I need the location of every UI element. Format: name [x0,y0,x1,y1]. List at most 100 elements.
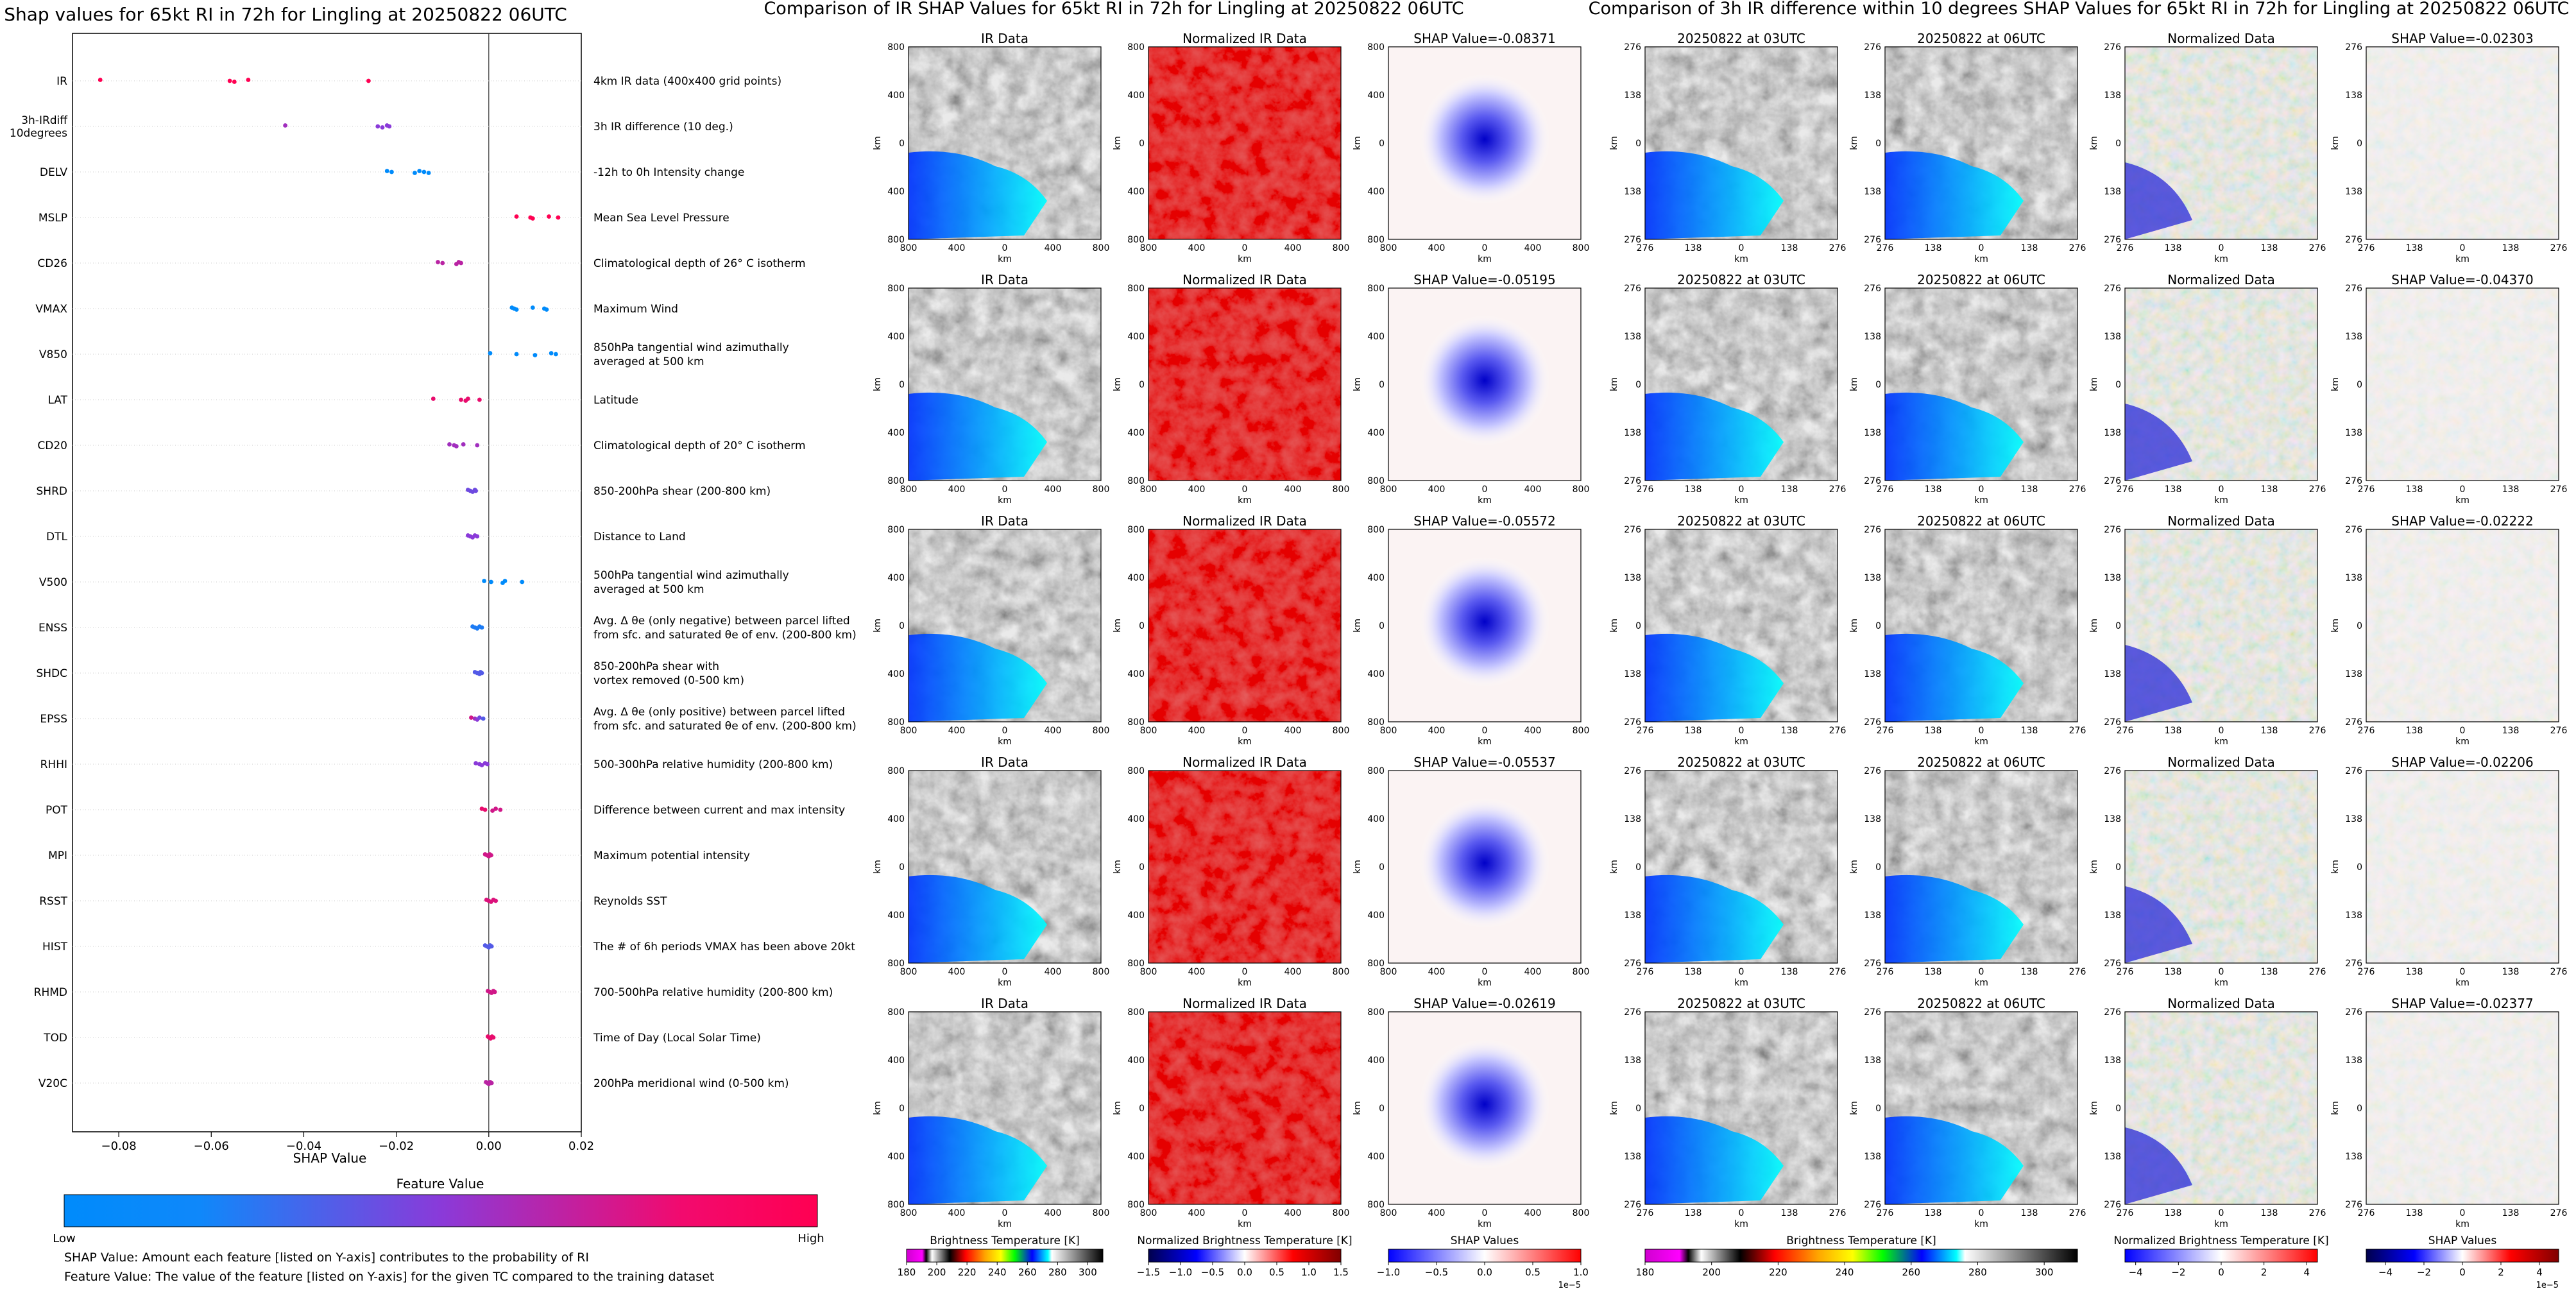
y-tick-label: 276 [1624,284,1641,294]
image-panel: SHAP Value=-0.02303276276138138001381382… [2330,31,2567,264]
feature-description: Mean Sea Level Pressure [593,212,729,225]
panel-frame [908,1011,1102,1205]
x-tick-label: 800 [900,484,917,495]
y-tick-label: 276 [2345,476,2362,486]
panel-x-label: km [1734,495,1748,506]
image-panel: SHAP Value=-0.05537800800400400004004008… [1352,755,1589,988]
y-tick-label: 0 [2115,139,2121,149]
panel-title: 20250822 at 03UTC [1677,272,1805,287]
y-tick-label: 138 [1864,1055,1881,1066]
panel-frame [1148,287,1342,481]
panel-title: Normalized IR Data [1182,755,1307,770]
shap-point [473,488,479,493]
y-tick-label: 0 [1139,139,1145,149]
colorbar-tick-label: 0.5 [1525,1267,1540,1278]
panel-title: SHAP Value=-0.02619 [1413,996,1555,1011]
y-tick-label: 0 [2115,1104,2121,1114]
x-tick-label: 276 [1877,243,1894,253]
panel-title: Normalized IR Data [1182,996,1307,1011]
x-tick-label: 138 [2261,484,2278,495]
y-tick-label: 400 [1367,187,1385,197]
colorbar-tick-label: 200 [928,1267,946,1278]
beeswarm-title: Shap values for 65kt RI in 72h for Lingl… [4,4,567,25]
y-tick-label: 276 [1624,525,1641,535]
x-tick-label: 276 [2309,484,2326,495]
x-tick-label: 276 [2117,1208,2134,1218]
panel-frame [2366,770,2559,964]
cold-cloud-region [908,875,1047,963]
y-tick-label: 138 [2345,669,2362,679]
feature-name: RSST [39,895,67,908]
y-tick-label: 400 [1367,90,1385,101]
x-tick-label: 138 [2165,484,2182,495]
x-tick-label: 138 [1925,484,1942,495]
y-tick-label: 800 [1367,959,1385,969]
feature-name: DELV [40,166,67,179]
x-tick-label: 400 [1428,484,1446,495]
y-tick-label: 400 [1127,428,1145,438]
x-tick-label: 0 [1979,726,1984,736]
shap-point [479,625,484,630]
x-tick-label: 800 [1333,1208,1350,1218]
x-tick-label: 276 [2309,1208,2326,1218]
footnote-shap-value: SHAP Value: Amount each feature [listed … [64,1251,589,1265]
x-tick-label: 0 [1979,967,1984,977]
x-tick-label: 138 [2261,726,2278,736]
y-tick-label: 276 [1864,284,1881,294]
colorbar-tick-label: 220 [958,1267,977,1278]
x-tick-label: 0 [1979,484,1984,495]
feature-row: MSLP Mean Sea Level Pressure [38,212,729,225]
x-tick-label: 400 [1524,967,1542,977]
x-tick-label: 400 [1524,726,1542,736]
feature-description: Avg. Δ θe (only negative) between parcel… [593,615,857,642]
colorbar-tick-label: 4 [2304,1267,2310,1278]
colorbar-tick-label: 1.0 [1573,1267,1589,1278]
x-tick-label: 0 [1979,243,1984,253]
panel-x-label: km [2214,495,2228,506]
shap-point [493,898,499,903]
shap-point [413,171,417,175]
x-tick-label: 400 [1524,484,1542,495]
x-tick-label: 400 [1284,484,1302,495]
x-tick-label: 0 [1242,243,1248,253]
x-tick-label: 138 [1685,726,1702,736]
y-tick-label: 138 [2345,90,2362,101]
image-panel: SHAP Value=-0.02619800800400400004004008… [1352,996,1589,1229]
x-tick-label: 0 [1002,967,1008,977]
feature-description: 500hPa tangential wind azimuthally averag… [593,569,789,596]
y-tick-label: 400 [887,910,905,921]
x-tick-label: 800 [1333,726,1350,736]
y-tick-label: 0 [1635,380,1641,390]
y-tick-label: 0 [1139,862,1145,873]
feature-row: CD20 Climatological depth of 20° C isothe… [37,440,805,452]
x-tick-label: 276 [1829,726,1847,736]
shap-center [1419,798,1550,928]
y-tick-label: 800 [887,766,905,776]
y-tick-label: 276 [1864,1007,1881,1018]
shap-point [482,579,487,583]
panel-x-label: km [1238,495,1252,506]
x-tick-label: 138 [2261,243,2278,253]
shap-point [436,260,440,264]
y-tick-label: 800 [887,1007,905,1018]
x-tick-label: 0 [1482,243,1488,253]
y-tick-label: 800 [1367,42,1385,53]
y-tick-label: 138 [1624,90,1641,101]
y-tick-label: 800 [1367,235,1385,245]
y-tick-label: 400 [1127,910,1145,921]
panel-x-label: km [1734,254,1748,264]
x-tick-label: 138 [2021,484,2038,495]
feature-description: 700-500hPa relative humidity (200-800 km… [593,986,833,999]
shap-point [489,1080,494,1086]
x-tick-label: 138 [2406,967,2423,977]
colorbar-low-label: Low [53,1232,75,1245]
shap-point [375,124,380,129]
colorbar-tick-label: 280 [1048,1267,1067,1278]
y-tick-label: 800 [1127,1007,1145,1018]
image-panel: 20250822 at 03UTC27627613813800138138276… [1609,513,1846,747]
panel-x-label: km [1478,254,1492,264]
feature-name: DTL [46,531,67,543]
y-tick-label: 800 [1127,235,1145,245]
feature-row: RHMD 700-500hPa relative humidity (200-80… [34,986,833,999]
